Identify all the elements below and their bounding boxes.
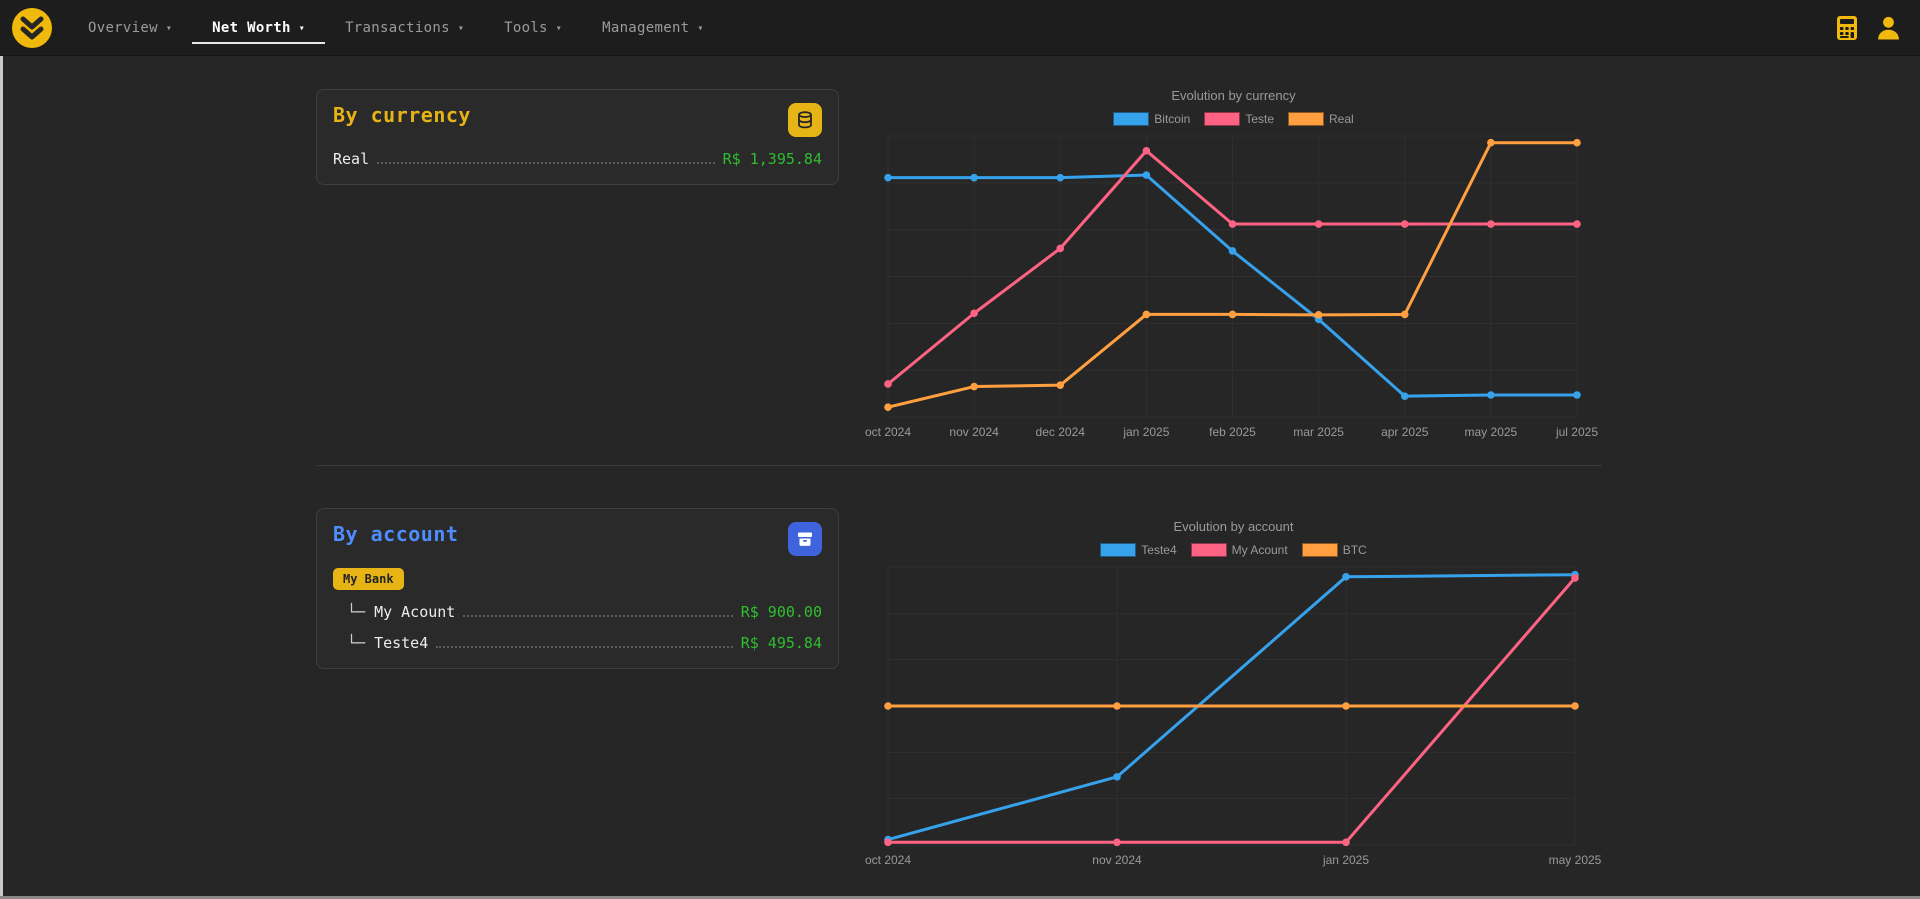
chart-title: Evolution by currency — [1171, 88, 1296, 103]
nav-item-transactions[interactable]: Transactions ▾ — [325, 12, 484, 44]
svg-text:oct 2024: oct 2024 — [865, 425, 911, 439]
legend-swatch — [1204, 112, 1241, 126]
navbar-actions — [1835, 14, 1910, 41]
svg-text:jan 2025: jan 2025 — [1122, 425, 1169, 439]
account-value: R$ 495.84 — [740, 634, 822, 652]
currency-row: Real R$ 1,395.84 — [333, 150, 822, 168]
nav-item-tools[interactable]: Tools ▾ — [484, 12, 582, 44]
nav-item-label: Tools — [504, 19, 548, 36]
chart-canvas: oct 2024 nov 2024 dec 2024 jan 2025 feb 2025… — [865, 135, 1598, 439]
chevron-down-icon: ▾ — [555, 22, 563, 34]
chart-canvas: oct 2024 nov 2024 jan 2025 may 2025 — [865, 566, 1602, 867]
nav-item-label: Transactions — [345, 19, 450, 36]
nav-item-label: Management — [602, 19, 690, 36]
by-account-title: By account — [333, 522, 459, 546]
chevron-down-icon: ▾ — [165, 22, 173, 34]
svg-text:dec 2024: dec 2024 — [1036, 425, 1086, 439]
legend-label: Teste4 — [1141, 543, 1177, 557]
tree-branch-icon: └─ — [347, 603, 366, 621]
account-name: Teste4 — [374, 634, 429, 652]
section-divider — [316, 465, 1602, 466]
svg-text:apr 2025: apr 2025 — [1381, 425, 1429, 439]
nav-item-label: Overview — [88, 19, 158, 36]
currency-name: Real — [333, 150, 370, 168]
legend-label: Real — [1329, 112, 1354, 126]
currency-value: R$ 1,395.84 — [722, 150, 822, 168]
nav-item-overview[interactable]: Overview ▾ — [68, 12, 192, 44]
legend-swatch — [1100, 543, 1137, 557]
nav-item-net-worth[interactable]: Net Worth ▾ — [192, 12, 326, 44]
chevron-down-icon: ▾ — [457, 22, 465, 34]
coins-icon — [798, 111, 812, 129]
legend-label: My Acount — [1231, 543, 1288, 557]
evolution-by-currency-chart: Evolution by currency Bitcoin Teste Real oct… — [865, 88, 1598, 442]
legend-item[interactable]: My Acount — [1190, 543, 1288, 557]
nav-item-management[interactable]: Management ▾ — [582, 12, 724, 44]
svg-text:feb 2025: feb 2025 — [1209, 425, 1256, 439]
bank-badge[interactable]: My Bank — [333, 568, 404, 590]
legend-label: Teste — [1245, 112, 1275, 126]
evolution-by-account-chart: Evolution by account Teste4 My Acount BTC oc… — [865, 519, 1602, 867]
nav-item-label: Net Worth — [212, 19, 291, 36]
horizontal-scrollbar[interactable] — [0, 896, 1920, 899]
svg-text:mar 2025: mar 2025 — [1293, 425, 1344, 439]
dotted-leader — [436, 646, 733, 648]
card-header: By currency — [333, 103, 822, 137]
dotted-leader — [463, 615, 733, 617]
account-name: My Acount — [374, 603, 456, 621]
app-logo-icon — [12, 7, 52, 48]
by-currency-card: By currency Real R$ 1,395.84 — [316, 89, 839, 185]
chevron-down-icon: ▾ — [697, 22, 704, 34]
svg-text:oct 2024: oct 2024 — [865, 853, 911, 867]
account-value: R$ 900.00 — [740, 603, 822, 621]
legend-item[interactable]: Teste4 — [1100, 543, 1177, 557]
coins-button[interactable] — [788, 103, 822, 137]
chart-legend: Teste4 My Acount BTC — [869, 543, 1598, 557]
svg-text:may 2025: may 2025 — [1549, 853, 1602, 867]
chart-title: Evolution by account — [1173, 519, 1294, 534]
bank-button[interactable] — [788, 522, 822, 556]
legend-item[interactable]: Bitcoin — [1113, 112, 1190, 126]
legend-label: BTC — [1342, 543, 1367, 557]
app-logo[interactable] — [12, 7, 52, 48]
vertical-scrollbar[interactable] — [0, 56, 3, 899]
dotted-leader — [377, 162, 715, 164]
svg-text:jul 2025: jul 2025 — [1555, 425, 1598, 439]
legend-swatch — [1288, 112, 1325, 126]
by-currency-title: By currency — [333, 103, 471, 127]
bank-icon — [798, 532, 812, 546]
svg-text:may 2025: may 2025 — [1465, 425, 1518, 439]
account-row: └─ My Acount R$ 900.00 — [333, 603, 822, 621]
legend-item[interactable]: Teste — [1204, 112, 1274, 126]
account-row: └─ Teste4 R$ 495.84 — [333, 634, 822, 652]
legend-label: Bitcoin — [1154, 112, 1191, 126]
tree-branch-icon: └─ — [347, 634, 366, 652]
svg-text:jan 2025: jan 2025 — [1322, 853, 1369, 867]
calculator-icon[interactable] — [1835, 15, 1859, 41]
svg-text:nov 2024: nov 2024 — [949, 425, 999, 439]
nav-menu: Overview ▾ Net Worth ▾ Transactions ▾ To… — [68, 0, 724, 55]
chart-legend: Bitcoin Teste Real — [869, 112, 1598, 126]
chevron-down-icon: ▾ — [298, 22, 306, 34]
legend-item[interactable]: Real — [1288, 112, 1354, 126]
legend-swatch — [1113, 112, 1150, 126]
user-icon[interactable] — [1875, 14, 1902, 41]
svg-text:nov 2024: nov 2024 — [1092, 853, 1142, 867]
legend-swatch — [1301, 543, 1338, 557]
card-header: By account — [333, 522, 822, 556]
top-navbar: Overview ▾ Net Worth ▾ Transactions ▾ To… — [0, 0, 1920, 56]
by-account-card: By account My Bank └─ My Acount R$ 900.0… — [316, 508, 839, 669]
legend-swatch — [1190, 543, 1227, 557]
legend-item[interactable]: BTC — [1301, 543, 1367, 557]
